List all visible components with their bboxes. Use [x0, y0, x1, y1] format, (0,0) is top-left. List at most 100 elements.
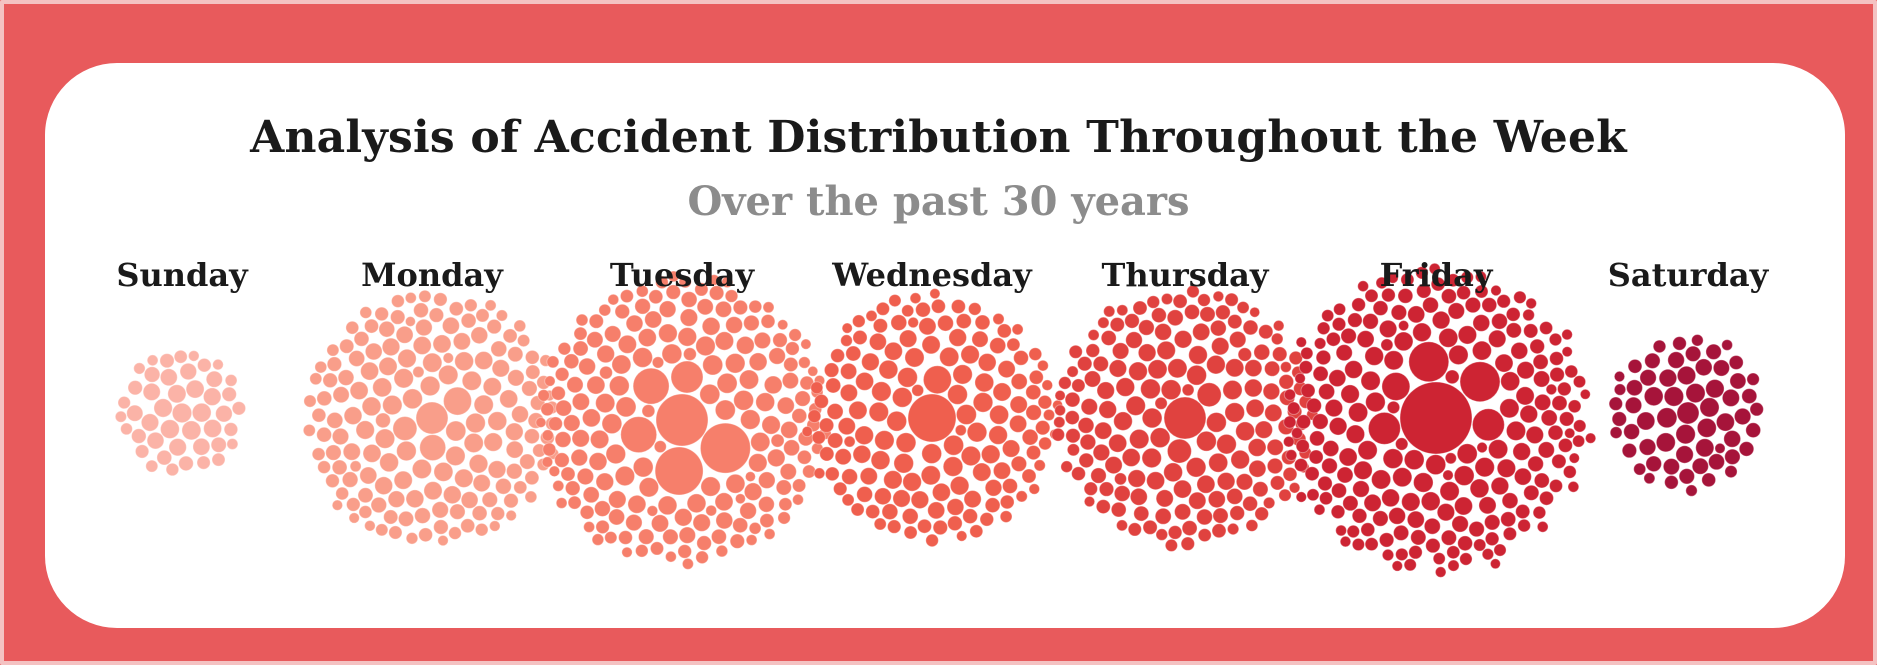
bubble-monday-27 — [397, 348, 417, 369]
bubble-tuesday-134 — [540, 402, 555, 417]
bubble-sunday-3 — [191, 402, 212, 423]
bubble-monday-157 — [489, 520, 501, 532]
bubble-monday-66 — [326, 411, 344, 429]
bubble-wednesday-58 — [868, 332, 887, 351]
bubble-wednesday-110 — [833, 481, 848, 496]
bubble-monday-112 — [311, 407, 327, 423]
bubble-monday-109 — [502, 328, 518, 344]
bubble-thursday-45 — [1254, 420, 1274, 439]
bubble-tuesday-17 — [740, 409, 761, 430]
bubble-wednesday-54 — [963, 490, 982, 509]
bubble-monday-57 — [470, 326, 489, 345]
bubble-wednesday-146 — [956, 530, 968, 542]
bubble-tuesday-70 — [768, 347, 786, 365]
bubble-wednesday-35 — [848, 400, 868, 420]
bubble-thursday-13 — [1129, 428, 1150, 450]
bubble-wednesday-52 — [997, 360, 1016, 379]
bubble-wednesday-72 — [841, 468, 858, 486]
bubble-wednesday-37 — [931, 482, 951, 502]
bubble-friday-121 — [1523, 323, 1539, 339]
bubble-friday-221 — [1398, 320, 1410, 332]
bubble-monday-154 — [349, 460, 362, 473]
bubble-thursday-90 — [1184, 304, 1200, 320]
bubble-tuesday-125 — [677, 544, 693, 559]
bubble-wednesday-56 — [918, 317, 937, 336]
bubble-friday-127 — [1300, 383, 1316, 399]
bubble-wednesday-117 — [903, 525, 918, 540]
bubble-wednesday-82 — [955, 313, 972, 330]
bubble-wednesday-4 — [921, 443, 943, 465]
bubble-tuesday-140 — [542, 442, 557, 457]
bubble-tuesday-25 — [595, 393, 616, 414]
bubble-thursday-89 — [1133, 505, 1150, 522]
bubble-friday-225 — [1489, 558, 1501, 570]
bubble-thursday-147 — [1114, 472, 1127, 486]
bubble-thursday-56 — [1129, 487, 1148, 506]
bubble-friday-220 — [1568, 452, 1580, 464]
bubble-thursday-110 — [1258, 324, 1274, 340]
bubble-friday-126 — [1296, 414, 1312, 430]
bubble-saturday-48 — [1608, 396, 1624, 411]
bubble-tuesday-98 — [775, 479, 792, 496]
bubble-tuesday-64 — [715, 511, 734, 530]
bubble-wednesday-75 — [1010, 455, 1028, 472]
bubble-thursday-105 — [1272, 346, 1288, 362]
bubble-wednesday-145 — [1028, 483, 1041, 495]
bubble-wednesday-108 — [1037, 394, 1053, 410]
bubble-thursday-63 — [1235, 473, 1254, 491]
bubble-friday-159 — [1567, 399, 1582, 414]
bubble-thursday-125 — [1237, 347, 1253, 362]
bubble-wednesday-93 — [872, 318, 889, 334]
bubble-friday-39 — [1515, 386, 1535, 406]
bubble-thursday-72 — [1253, 343, 1271, 361]
bubble-monday-140 — [309, 372, 323, 386]
bubble-tuesday-183 — [541, 456, 554, 468]
bubble-friday-113 — [1529, 338, 1545, 355]
bubble-friday-56 — [1363, 493, 1382, 512]
bubble-tuesday-119 — [560, 466, 576, 482]
bubble-monday-90 — [413, 302, 429, 319]
bubble-tuesday-72 — [604, 325, 622, 343]
bubble-tuesday-53 — [596, 344, 616, 364]
bubble-wednesday-138 — [954, 424, 967, 437]
bubble-saturday-19 — [1667, 351, 1685, 369]
day-label-saturday: Saturday — [1608, 256, 1770, 294]
bubble-saturday-9 — [1676, 365, 1697, 386]
bubble-thursday-150 — [1155, 528, 1169, 541]
bubble-wednesday-135 — [1033, 459, 1046, 472]
bubble-wednesday-39 — [883, 341, 903, 361]
bubble-saturday-46 — [1664, 475, 1679, 490]
bubble-thursday-52 — [1264, 403, 1283, 422]
bubble-tuesday-192 — [744, 471, 756, 483]
bubble-thursday-4 — [1149, 427, 1171, 449]
bubble-friday-58 — [1356, 330, 1375, 349]
bubble-wednesday-23 — [974, 372, 995, 393]
bubble-sunday-25 — [221, 386, 237, 402]
bubble-tuesday-29 — [686, 493, 707, 514]
bubble-friday-129 — [1539, 490, 1554, 506]
bubble-friday-182 — [1432, 552, 1446, 566]
bubble-thursday-32 — [1245, 398, 1265, 418]
bubble-sunday-35 — [117, 395, 131, 410]
bubble-monday-91 — [331, 459, 348, 476]
bubble-tuesday-90 — [554, 431, 572, 448]
bubble-tuesday-148 — [655, 275, 669, 290]
bubble-wednesday-134 — [1015, 490, 1028, 503]
bubble-thursday-35 — [1108, 433, 1128, 453]
bubble-friday-128 — [1304, 466, 1320, 482]
bubble-friday-140 — [1381, 287, 1396, 303]
bubble-tuesday-5 — [670, 360, 704, 394]
bubble-monday-119 — [433, 292, 448, 307]
bubble-monday-160 — [331, 499, 344, 511]
bubble-friday-4 — [1471, 408, 1505, 442]
bubble-wednesday-128 — [901, 304, 915, 318]
bubble-tuesday-187 — [621, 546, 633, 558]
bubble-thursday-44 — [1108, 359, 1128, 378]
bubble-wednesday-83 — [962, 508, 978, 525]
bubble-friday-210 — [1434, 566, 1447, 578]
bubble-friday-224 — [1579, 388, 1591, 400]
bubble-wednesday-122 — [925, 533, 939, 548]
bubble-thursday-77 — [1138, 319, 1155, 336]
bubble-wednesday-67 — [989, 337, 1007, 355]
